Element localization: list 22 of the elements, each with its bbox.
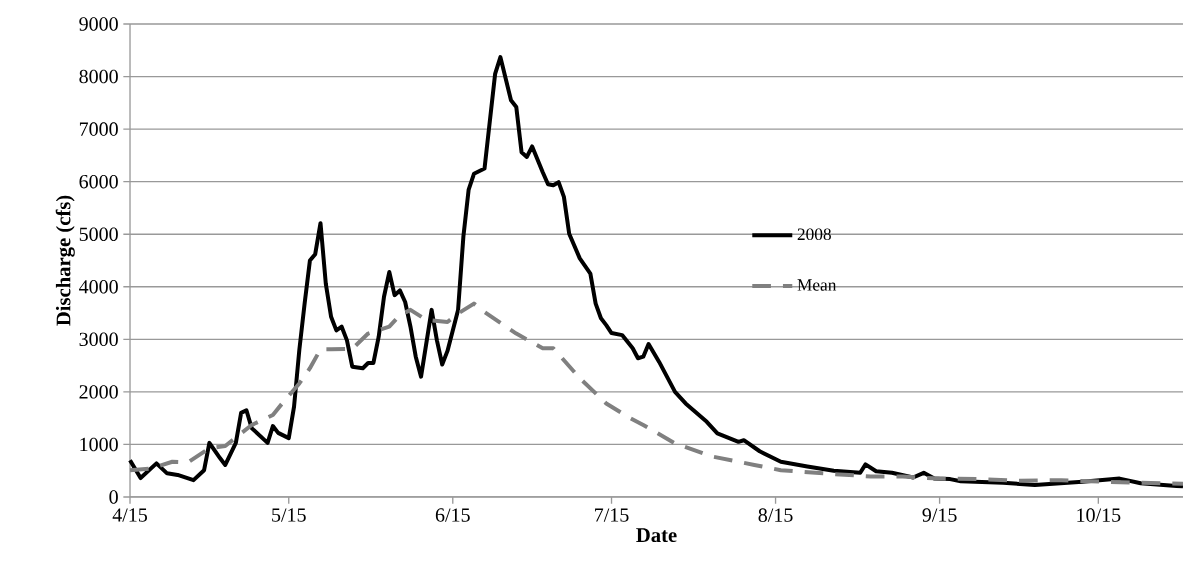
x-tick-label: 7/15 xyxy=(595,508,629,522)
y-tick-label: 0 xyxy=(109,490,118,504)
y-tick-label: 4000 xyxy=(79,280,118,294)
y-tick-label: 5000 xyxy=(79,227,118,241)
x-tick-label: 8/15 xyxy=(758,508,793,522)
x-axis-title: Date xyxy=(636,528,677,543)
legend-label: 2008 xyxy=(797,228,831,241)
x-tick-label: 4/15 xyxy=(112,508,148,522)
x-tick-label: 9/15 xyxy=(922,508,957,522)
y-tick-label: 1000 xyxy=(80,437,118,452)
x-tick-label: 10/15 xyxy=(1077,508,1121,522)
y-tick-label: 8000 xyxy=(79,69,118,84)
x-tick-label: 6/15 xyxy=(435,508,470,522)
y-axis-title: Discharge (cfs) xyxy=(55,195,75,326)
y-tick-label: 6000 xyxy=(79,174,118,189)
y-tick-label: 2000 xyxy=(79,385,118,399)
legend-label: Mean xyxy=(797,279,837,291)
y-tick-label: 9000 xyxy=(79,17,118,31)
y-tick-label: 7000 xyxy=(79,122,118,136)
line-series xyxy=(128,301,1183,486)
y-tick-label: 3000 xyxy=(79,332,118,347)
x-tick-label: 5/15 xyxy=(272,508,306,522)
